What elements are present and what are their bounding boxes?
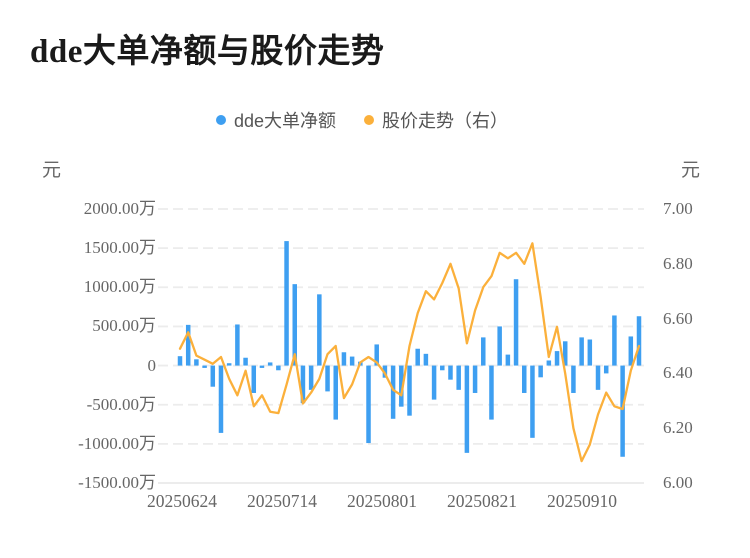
legend-label-price: 股价走势（右） [382,111,509,131]
dde-bar [481,337,486,366]
legend-dot-icon [364,115,375,125]
dde-bar [628,336,634,366]
dde-bar [390,365,396,419]
dde-bar [251,365,257,393]
right-axis-unit: 元 [681,160,701,181]
y-axis-label-right: 7.00 [663,199,693,218]
dde-bar [489,365,494,420]
dde-bar [185,324,191,366]
dde-bar [341,352,347,366]
dde-bar [579,337,584,366]
dde-bar [308,365,314,390]
dde-bar [431,365,437,400]
dde-bar [399,365,404,407]
x-axis-label: 20250801 [347,491,417,511]
dde-bar [284,241,289,366]
dde-bar [235,324,240,366]
y-axis-label-left: 1500.00万 [83,238,156,258]
legend: dde大单净额 股价走势（右） [0,106,750,134]
dde-bar [595,365,601,390]
dde-bar [374,344,379,366]
dde-bar [603,365,609,374]
chart-title: dde大单净额与股价走势 [30,34,385,70]
dde-bar [366,365,371,444]
dde-bar [448,365,453,380]
y-axis-label-left: 1000.00万 [83,277,156,297]
dde-bar [530,365,535,438]
y-axis-label-right: 6.80 [663,253,693,273]
dde-bar [243,357,248,366]
y-axis-label-left: -500.00万 [86,394,156,414]
dde-bar [218,365,224,433]
dde-bar [349,356,355,366]
legend-item-dde[interactable]: dde大单净额 [215,107,337,133]
dde-bar [194,359,199,366]
dde-bar [513,279,519,366]
dde-bar [259,365,265,368]
dde-bar [456,365,461,390]
dde-bar [612,315,617,366]
dde-bar [325,365,330,392]
x-axis-label: 20250821 [447,491,517,511]
dde-bar [546,360,552,366]
x-axis-label: 20250714 [247,491,317,511]
y-axis-label-right: 6.40 [663,363,693,383]
y-axis-label-left: 2000.00万 [83,199,156,218]
dde-bar [636,316,642,366]
legend-dot-icon [215,115,226,125]
y-axis-label-right: 6.60 [663,308,693,328]
dde-bar [620,365,625,457]
dde-bar [267,362,273,366]
left-axis-unit: 元 [42,160,62,181]
dde-bar [202,365,207,368]
legend-label-dde: dde大单净额 [233,111,337,131]
dde-bar [562,341,568,366]
dde-bar [333,365,338,420]
y-axis-label-left: 500.00万 [92,316,156,336]
dde-bar [423,353,429,366]
dde-bar [415,348,420,366]
x-axis-label: 20250624 [147,491,217,511]
dde-bar [522,365,527,393]
dde-bar [554,351,560,366]
dde-bar [292,284,297,366]
dde-bar [464,365,470,453]
dde-bar [497,326,502,366]
dde-bar [300,365,306,404]
dde-bar [407,365,412,416]
dde-bar [472,365,478,393]
dde-bar [177,356,183,366]
y-axis-label-right: 6.20 [663,418,693,438]
dde-bar [538,365,543,378]
dde-bar [317,294,322,366]
y-axis-label-left: 0 [147,355,157,375]
y-axis-label-left: -1500.00万 [78,473,156,492]
legend-item-price[interactable]: 股价走势（右） [364,107,508,133]
y-axis-label-right: 6.00 [663,473,693,492]
dde-bar [226,363,232,366]
y-axis-label-left: -1000.00万 [78,433,156,453]
dde-bar [571,365,576,393]
price-line [178,242,641,463]
dde-bar [276,365,281,371]
x-axis-label: 20250910 [547,491,617,511]
dde-bar [210,365,216,387]
dde-bar [587,339,593,366]
dde-bar [505,354,511,366]
dde-bar [440,365,445,371]
